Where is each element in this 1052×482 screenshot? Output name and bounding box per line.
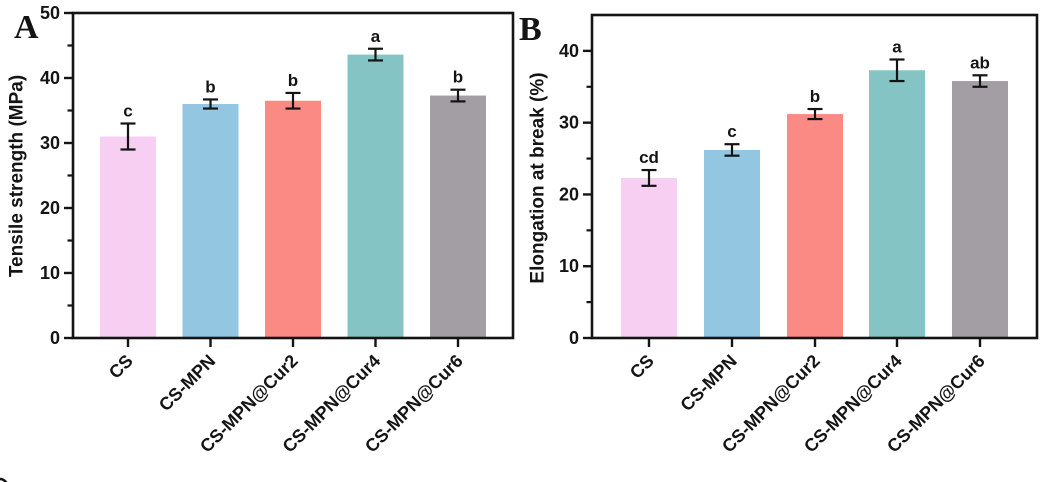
significance-letter: ab	[970, 53, 990, 72]
panel-b-label: B	[519, 11, 542, 48]
x-tick-label: CS	[105, 351, 137, 383]
significance-letter: b	[205, 77, 215, 96]
x-tick-label: CS-MPN	[155, 351, 219, 415]
significance-letter: a	[371, 27, 381, 46]
y-axis-title-elongation: Elongation at break (%)	[527, 72, 549, 284]
y-tick-label: 20	[559, 184, 579, 204]
plot-frame	[71, 11, 515, 340]
significance-letter: c	[727, 122, 736, 141]
bar-CS-MPN@Cur4	[347, 54, 404, 338]
significance-letter: cd	[639, 148, 659, 167]
bar-CS	[621, 177, 677, 338]
significance-letter: c	[123, 102, 132, 121]
y-tick-label: 10	[559, 256, 579, 276]
significance-letter: b	[288, 71, 298, 90]
bar-CS-MPN	[182, 104, 239, 338]
x-tick-label: CS-MPN	[676, 351, 740, 415]
x-tick-label: CS	[626, 351, 658, 383]
plot-frame	[590, 13, 1039, 340]
bar-CS-MPN@Cur2	[265, 100, 321, 338]
significance-letter: a	[892, 38, 902, 57]
y-axis-title-tensile-strength: Tensile strength (MPa)	[6, 74, 28, 278]
y-tick-label: 20	[40, 198, 60, 218]
y-tick-label: 40	[40, 68, 60, 88]
y-tick-label: 30	[40, 133, 60, 153]
bar-CS	[100, 136, 156, 338]
significance-letter: b	[453, 68, 463, 87]
bar-CS-MPN@Cur4	[869, 70, 925, 338]
bar-CS-MPN@Cur6	[952, 81, 1008, 338]
y-tick-label: 40	[559, 41, 579, 61]
significance-letter: b	[810, 87, 820, 106]
y-tick-label: 50	[40, 3, 60, 23]
bar-CS-MPN@Cur2	[787, 114, 843, 338]
panel-a-label: A	[14, 9, 39, 46]
bar-CS-MPN	[704, 149, 760, 338]
y-tick-label: 10	[40, 263, 60, 283]
y-tick-label: 0	[569, 328, 579, 348]
y-tick-label: 0	[50, 328, 60, 348]
y-tick-label: 30	[559, 113, 579, 133]
bar-CS-MPN@Cur6	[430, 95, 486, 338]
